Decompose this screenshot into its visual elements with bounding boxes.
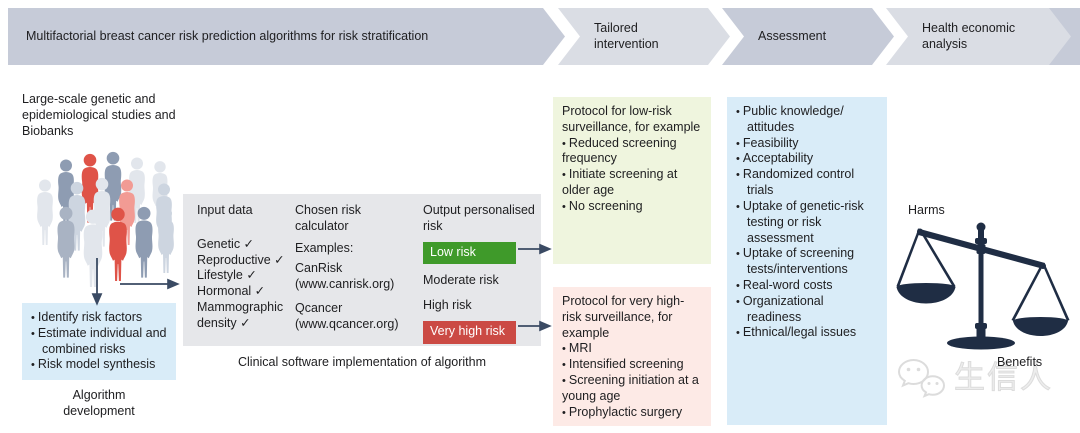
algorithm-development-caption: Algorithm development	[63, 388, 135, 418]
input-item: Hormonal ✓	[197, 284, 266, 298]
list-item: Identify risk factors	[31, 310, 170, 326]
calculator-url: (www.canrisk.org)	[295, 277, 395, 291]
population-figures	[37, 151, 174, 287]
assessment-item: Ethnical/legal issues	[736, 325, 873, 341]
risk-calculator-column: Chosen risk calculator Examples: CanRisk…	[295, 203, 417, 332]
banner-label: Multifactorial breast cancer risk predic…	[26, 28, 429, 43]
banner-label: Tailored intervention	[594, 20, 659, 51]
protocol-item: Reduced screening frequency	[562, 136, 703, 168]
balance-scale-icon	[896, 222, 1070, 350]
clinical-software-box: Input data Genetic ✓ Reproductive ✓ Life…	[183, 194, 541, 346]
input-item: Genetic ✓	[197, 236, 255, 251]
assessment-item: Feasibility	[736, 136, 873, 152]
list-item: Risk model synthesis	[31, 357, 170, 373]
assessment-item: Organizational readiness	[736, 294, 873, 326]
banner-risk-stratification: Multifactorial breast cancer risk predic…	[8, 8, 565, 65]
protocol-title: Protocol for low-risk surveillance, for …	[562, 104, 701, 134]
protocol-item: Initiate screening at older age	[562, 167, 703, 199]
harms-label: Harms	[908, 203, 945, 217]
risk-level-high: High risk	[423, 297, 472, 312]
output-risk-column: Output personalised risk Low risk Modera…	[423, 203, 535, 344]
list-item: Estimate individual and combined risks	[31, 326, 170, 358]
protocol-item: Intensified screening	[562, 357, 703, 373]
banner-label: Health economic analysis	[922, 20, 1016, 51]
assessment-item: Randomized control trials	[736, 167, 873, 199]
protocol-title: Protocol for very high-risk surveillance…	[562, 294, 685, 340]
assessment-item: Public knowledge/ attitudes	[736, 104, 873, 136]
protocol-item: Prophylactic surgery	[562, 405, 703, 421]
protocol-item: Screening initiation at a young age	[562, 373, 703, 405]
protocol-item: No screening	[562, 199, 703, 215]
risk-level-moderate: Moderate risk	[423, 272, 499, 287]
protocol-item: MRI	[562, 341, 703, 357]
calculator-example: CanRisk (www.canrisk.org)	[295, 261, 417, 293]
benefits-label: Benefits	[997, 355, 1043, 369]
assessment-item: Uptake of screening tests/interventions	[736, 246, 873, 278]
assessment-item: Real-word costs	[736, 278, 873, 294]
input-data-column: Input data Genetic ✓ Reproductive ✓ Life…	[197, 203, 297, 331]
source-label: Large-scale genetic and epidemiological …	[22, 92, 176, 138]
clinical-software-caption: Clinical software implementation of algo…	[237, 355, 487, 369]
calculator-url: (www.qcancer.org)	[295, 316, 399, 331]
algorithm-development-box: Identify risk factors Estimate individua…	[22, 303, 176, 381]
column-heading: Input data	[197, 203, 253, 217]
banner-health-economic: Health economic analysis	[886, 8, 1071, 65]
person-figure	[37, 179, 53, 245]
banner-label: Assessment	[758, 28, 827, 43]
calculator-name: CanRisk	[295, 261, 343, 276]
column-heading: Chosen risk calculator	[295, 203, 361, 233]
watermark: 生信人	[898, 358, 1053, 400]
examples-label: Examples:	[295, 240, 354, 255]
banner-tailored-intervention: Tailored intervention	[558, 8, 730, 65]
assessment-box: Public knowledge/ attitudes Feasibility …	[727, 97, 887, 425]
input-item: Lifestyle ✓	[197, 268, 257, 283]
wechat-icon	[898, 358, 946, 398]
risk-badge-very-high: Very high risk	[423, 321, 516, 344]
column-heading: Output personalised risk	[423, 203, 535, 233]
input-item: Reproductive ✓	[197, 252, 285, 267]
risk-badge-low: Low risk	[423, 241, 516, 264]
watermark-brand-text: 生信人	[954, 360, 1053, 395]
assessment-item: Acceptability	[736, 151, 873, 167]
calculator-example: Qcancer (www.qcancer.org)	[295, 301, 417, 333]
very-high-risk-protocol-box: Protocol for very high-risk surveillance…	[553, 287, 711, 426]
low-risk-protocol-box: Protocol for low-risk surveillance, for …	[553, 97, 711, 264]
calculator-name: Qcancer	[295, 300, 343, 315]
banner-assessment: Assessment	[722, 8, 894, 65]
input-item: Mammographic density ✓	[197, 299, 284, 330]
assessment-item: Uptake of genetic-risk testing or risk a…	[736, 199, 873, 246]
